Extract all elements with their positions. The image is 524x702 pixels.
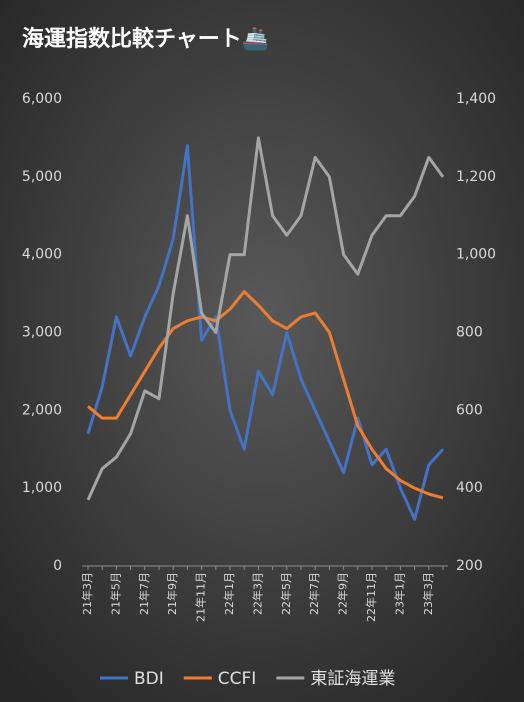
y2-tick-label: 200 <box>456 558 483 574</box>
x-tick-label: 23年3月 <box>421 572 435 615</box>
y-tick-label: 4,000 <box>22 247 62 263</box>
y2-tick-label: 400 <box>456 480 483 496</box>
legend-label: BDI <box>134 669 164 689</box>
y-tick-label: 3,000 <box>22 325 62 341</box>
x-tick-label: 21年5月 <box>108 572 122 615</box>
x-tick-label: 22年7月 <box>307 572 321 615</box>
x-tick-label: 22年9月 <box>336 572 350 615</box>
y2-tick-label: 1,200 <box>456 169 496 185</box>
y2-tick-label: 1,000 <box>456 247 496 263</box>
series-line <box>86 136 445 501</box>
x-tick-label: 21年9月 <box>165 572 179 615</box>
x-tick-label: 23年1月 <box>392 572 406 615</box>
legend-label: CCFI <box>218 669 257 689</box>
x-tick-label: 21年7月 <box>137 572 151 615</box>
y-tick-label: 0 <box>53 558 62 574</box>
y-tick-label: 2,000 <box>22 402 62 418</box>
y2-tick-label: 1,400 <box>456 91 496 107</box>
chart-title: 海運指数比較チャート🚢 <box>22 26 269 52</box>
y-tick-label: 5,000 <box>22 169 62 185</box>
x-tick-label: 22年1月 <box>222 572 236 615</box>
legend-label: 東証海運業 <box>310 669 395 689</box>
x-tick-label: 22年5月 <box>279 572 293 615</box>
y2-tick-label: 600 <box>456 402 483 418</box>
series-line <box>86 144 445 521</box>
y-tick-label: 6,000 <box>22 91 62 107</box>
y2-tick-label: 800 <box>456 325 483 341</box>
x-tick-label: 22年11月 <box>364 572 378 622</box>
series-line <box>87 290 444 500</box>
y-tick-label: 1,000 <box>22 480 62 496</box>
x-tick-label: 21年11月 <box>194 572 208 622</box>
x-tick-label: 21年3月 <box>80 572 94 615</box>
x-tick-label: 22年3月 <box>250 572 264 615</box>
